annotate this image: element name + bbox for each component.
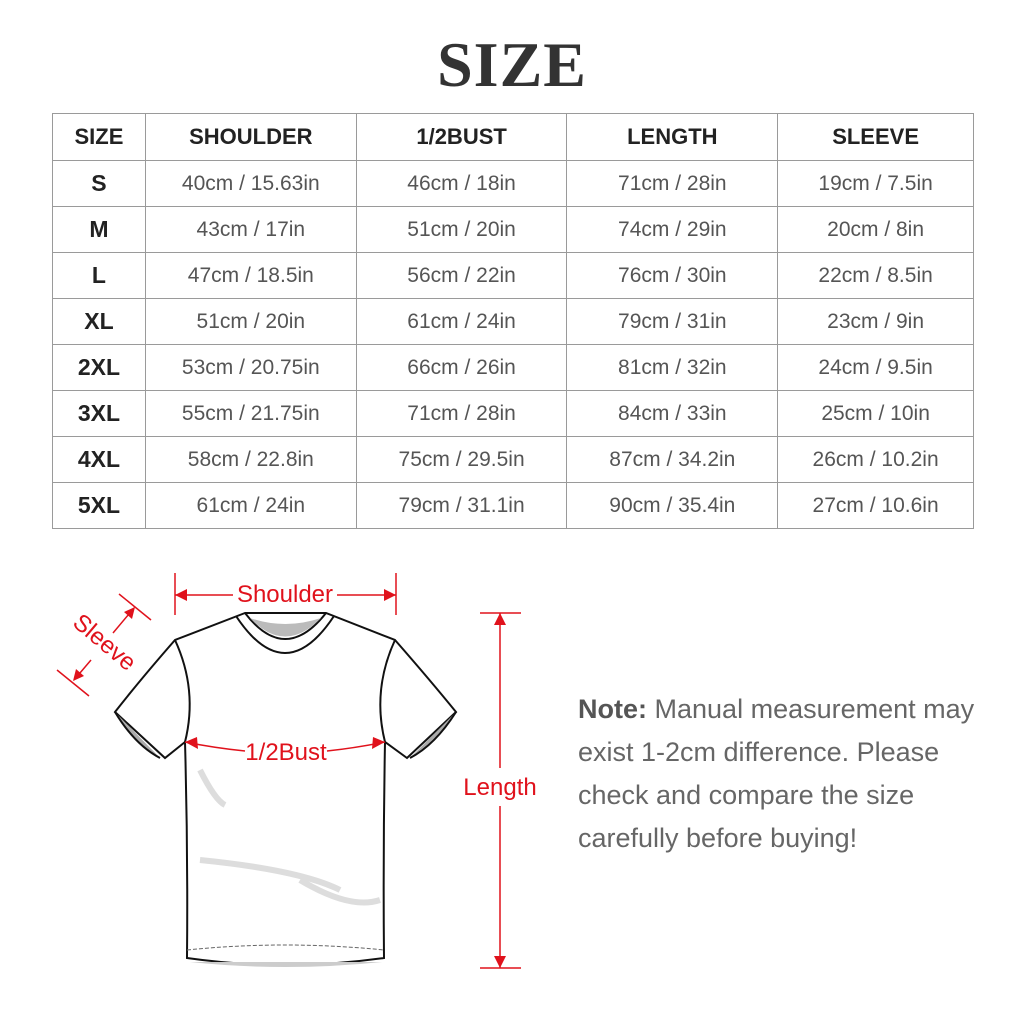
measurement-cell: 71cm / 28in (355, 390, 568, 437)
measurement-cell: 19cm / 7.5in (777, 160, 974, 207)
measurement-cell: 40cm / 15.63in (144, 160, 357, 207)
table-header-row: SIZE SHOULDER 1/2BUST LENGTH SLEEVE (52, 113, 974, 161)
column-header: SLEEVE (777, 113, 974, 161)
measurement-cell: 24cm / 9.5in (777, 344, 974, 391)
measurement-cell: 25cm / 10in (777, 390, 974, 437)
column-header: 1/2BUST (355, 113, 568, 161)
note-text: Note: Manual measurement may exist 1-2cm… (578, 688, 998, 860)
sleeve-label: Sleeve (68, 609, 142, 677)
column-header: LENGTH (566, 113, 779, 161)
measurement-cell: 66cm / 26in (355, 344, 568, 391)
table-row: S 40cm / 15.63in 46cm / 18in 71cm / 28in 19c… (52, 160, 974, 207)
measurement-cell: 74cm / 29in (566, 206, 779, 253)
length-label: Length (463, 774, 536, 801)
shoulder-label: Shoulder (237, 581, 333, 608)
size-cell: 3XL (52, 390, 146, 437)
size-cell: 5XL (52, 482, 146, 529)
measurement-cell: 20cm / 8in (777, 206, 974, 253)
measurement-cell: 27cm / 10.6in (777, 482, 974, 529)
measurement-cell: 71cm / 28in (566, 160, 779, 207)
column-header: SIZE (52, 113, 146, 161)
measurement-cell: 79cm / 31in (566, 298, 779, 345)
measurement-cell: 90cm / 35.4in (566, 482, 779, 529)
measurement-cell: 58cm / 22.8in (144, 436, 357, 483)
measurement-cell: 81cm / 32in (566, 344, 779, 391)
measurement-cell: 47cm / 18.5in (144, 252, 357, 299)
table-row: M 43cm / 17in 51cm / 20in 74cm / 29in 20cm /… (52, 206, 974, 253)
table-row: 2XL 53cm / 20.75in 66cm / 26in 81cm / 32in 2… (52, 344, 974, 391)
measurement-cell: 87cm / 34.2in (566, 436, 779, 483)
note-label: Note: (578, 694, 647, 724)
table-row: 3XL 55cm / 21.75in 71cm / 28in 84cm / 33in 2… (52, 390, 974, 437)
table-row: 4XL 58cm / 22.8in 75cm / 29.5in 87cm / 34.2… (52, 436, 974, 483)
measurement-cell: 61cm / 24in (144, 482, 357, 529)
measurement-cell: 55cm / 21.75in (144, 390, 357, 437)
bust-label: 1/2Bust (245, 739, 327, 766)
tshirt-icon (113, 612, 458, 967)
measurement-cell: 51cm / 20in (355, 206, 568, 253)
size-cell: XL (52, 298, 146, 345)
measurement-cell: 22cm / 8.5in (777, 252, 974, 299)
note-body: Manual measurement may exist 1-2cm diffe… (578, 694, 975, 853)
measurement-cell: 75cm / 29.5in (355, 436, 568, 483)
table-row: L 47cm / 18.5in 56cm / 22in 76cm / 30in 22cm… (52, 252, 974, 299)
measurement-cell: 79cm / 31.1in (355, 482, 568, 529)
measurement-cell: 23cm / 9in (777, 298, 974, 345)
measurement-cell: 43cm / 17in (144, 206, 357, 253)
measurement-cell: 46cm / 18in (355, 160, 568, 207)
measurement-cell: 76cm / 30in (566, 252, 779, 299)
size-cell: S (52, 160, 146, 207)
size-table: SIZE SHOULDER 1/2BUST LENGTH SLEEVE S 40cm / … (52, 113, 974, 529)
page-title: SIZE (437, 29, 587, 100)
measurement-cell: 56cm / 22in (355, 252, 568, 299)
measurement-cell: 84cm / 33in (566, 390, 779, 437)
table-row: 5XL 61cm / 24in 79cm / 31.1in 90cm / 35.4in… (52, 482, 974, 529)
